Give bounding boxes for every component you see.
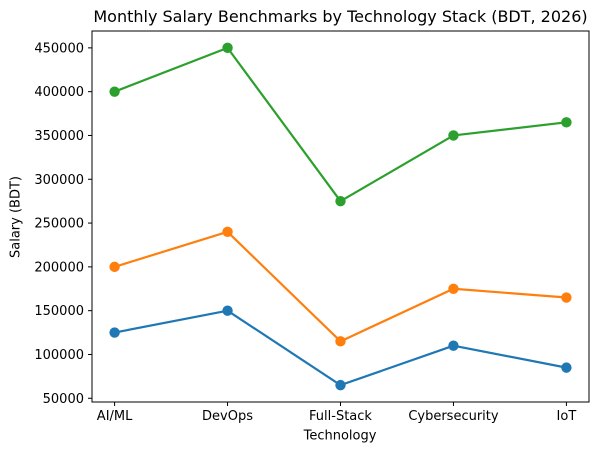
y-tick-label: 350000 <box>34 129 84 144</box>
data-point-marker <box>335 195 346 207</box>
x-tick-label: AI/ML <box>97 409 133 424</box>
data-point-marker <box>335 379 346 391</box>
x-tick-label: Full-Stack <box>309 409 372 424</box>
data-point-marker <box>448 340 459 351</box>
x-tick-label: IoT <box>557 409 577 424</box>
y-tick-label: 100000 <box>34 348 84 363</box>
x-tick-label: DevOps <box>202 409 253 424</box>
data-point-marker <box>222 226 233 238</box>
x-tick-label: Cybersecurity <box>408 409 499 424</box>
y-tick-label: 250000 <box>34 217 84 232</box>
data-point-marker <box>222 42 233 54</box>
y-tick-label: 450000 <box>34 41 84 56</box>
y-tick-label: 150000 <box>34 304 84 319</box>
y-tick-label: 50000 <box>43 392 84 407</box>
data-point-marker <box>335 336 346 347</box>
data-point-marker <box>561 362 572 373</box>
data-point-marker <box>109 261 120 273</box>
data-point-marker <box>448 283 459 294</box>
data-point-marker <box>109 327 120 338</box>
data-point-marker <box>222 305 233 316</box>
x-axis-label: Technology <box>303 428 377 444</box>
chart-title: Monthly Salary Benchmarks by Technology … <box>93 7 588 26</box>
data-point-marker <box>448 130 459 141</box>
data-point-marker <box>561 117 572 128</box>
data-point-marker <box>109 86 120 97</box>
data-point-marker <box>561 292 572 303</box>
y-tick-label: 200000 <box>34 260 84 275</box>
y-tick-label: 300000 <box>34 173 84 188</box>
y-tick-label: 400000 <box>34 85 84 100</box>
